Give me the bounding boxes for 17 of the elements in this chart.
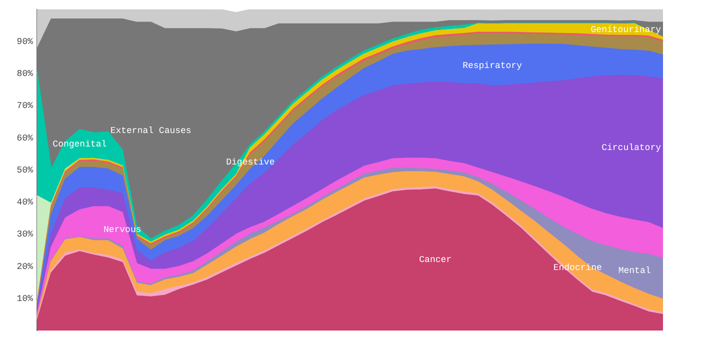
y-tick-label: 50% [16, 165, 34, 176]
y-tick-label: 90% [16, 36, 34, 47]
y-tick-label: 70% [16, 101, 34, 112]
y-tick-label: 60% [16, 133, 34, 144]
series-label: Circulatory [602, 143, 662, 154]
y-tick-label: 30% [16, 230, 34, 240]
series-label: Mental [618, 266, 651, 276]
y-tick-label: 40% [16, 198, 34, 208]
series-label: External Causes [110, 126, 192, 136]
y-tick-label: 20% [16, 262, 34, 272]
series-label: Congenital [52, 140, 107, 150]
series-label: Genitourinary [590, 25, 662, 36]
y-tick-label: 10% [16, 294, 34, 304]
series-label: Cancer [419, 255, 452, 266]
series-label: Digestive [226, 157, 275, 168]
series-label: Respiratory [462, 60, 523, 71]
y-tick-label: 80% [16, 69, 34, 80]
